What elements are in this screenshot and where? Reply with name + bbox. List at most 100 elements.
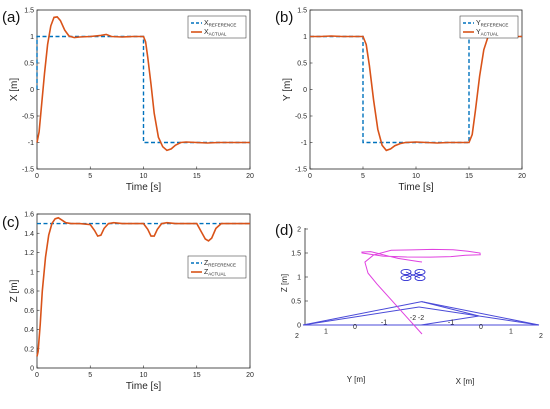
legend: XREFERENCE XACTUAL [187,15,247,39]
legend-main: Y [476,29,481,36]
quadrotor-icon [400,268,426,282]
series-line-actual [36,16,250,152]
y-tick-label: 2 [295,333,299,340]
z-tick-label: 0.5 [291,299,301,306]
series-line-reference [36,35,250,144]
y-tick-label: -1 [28,140,34,147]
z-ticks: 0 0.5 1 1.5 2 [291,227,308,330]
x-ticks: 0 5 10 15 20 [35,166,254,180]
y-ticks: -2 -1 0 1 2 [295,315,416,340]
series-line-actual [310,31,522,152]
x-axis-label: X [m] [456,377,475,386]
series-line-reference [310,35,522,144]
x-tick-label: 1 [509,329,513,336]
legend-box [459,15,519,39]
legend-sub: ACTUAL [209,32,227,37]
x-tick-label: 5 [88,173,92,180]
y-tick-label: 0 [303,87,307,94]
x-tick-label: 15 [193,372,201,379]
y-tick-label: -0.5 [22,114,34,121]
legend-box [187,15,247,39]
frame-edge [420,315,480,326]
z-tick-label: 1 [297,275,301,282]
x-tick-label: 5 [361,173,365,180]
x-axis-label: Time [s] [126,381,161,392]
x-tick-label: 0 [479,324,483,331]
y-tick-label: 1 [324,329,328,336]
y-tick-label: 1.5 [24,8,34,15]
rotor [414,268,426,276]
y-tick-label: 1 [303,34,307,41]
panel-c: (c) 0 0.2 0.4 0.6 0.8 1 1.2 1.4 1.6 0 5 10 15 20 Z [… [2,212,254,393]
y-tick-label: 0.8 [24,289,34,296]
x-ticks: 0 5 10 15 20 [308,166,526,180]
x-tick-label: 15 [465,173,473,180]
x-tick-label: 20 [518,173,526,180]
z-axis-label: Z [m] [280,274,289,292]
trajectory-path [361,248,481,335]
frame-edge [302,301,422,326]
legend-sub: ACTUAL [481,32,499,37]
y-tick-label: 0 [30,87,34,94]
x-tick-label: -1 [448,320,454,327]
quadrotor-frame [302,301,540,326]
x-ticks: -2 -1 0 1 2 [418,315,543,340]
z-tick-label: 1.5 [291,251,301,258]
x-tick-label: 15 [193,173,201,180]
legend-main: Y [476,20,481,27]
panel-b: (b) -1.5 -1 -0.5 0 0.5 1 1.5 0 5 10 15 20 Y [m] Ti… [275,8,526,194]
y-tick-label: 0 [353,324,357,331]
y-tick-label: 0.5 [297,61,307,68]
x-axis-label: Time [s] [398,182,433,193]
legend-label-actual: XACTUAL [204,29,227,37]
y-tick-label: 0 [30,366,34,373]
panel-label-b: (b) [275,9,293,26]
y-tick-label: 1 [30,34,34,41]
y-tick-label: 1.2 [24,250,34,257]
x-tick-label: 10 [140,372,148,379]
y-axis-label: X [m] [9,78,20,102]
legend-sub: REFERENCE [481,23,509,28]
legend-box [187,255,247,279]
x-tick-label: 20 [246,372,254,379]
y-ticks: 0 0.2 0.4 0.6 0.8 1 1.2 1.4 1.6 [24,212,40,373]
legend-label-reference: ZREFERENCE [204,260,236,268]
x-tick-label: 5 [88,372,92,379]
y-axis-label: Y [m] [282,78,293,101]
y-axis-label: Y [m] [347,375,366,384]
y-tick-label: -0.5 [295,114,307,121]
legend-label-actual: YACTUAL [476,29,499,37]
y-tick-label: 1.4 [24,231,34,238]
y-tick-label: -1 [301,140,307,147]
x-tick-label: 0 [308,173,312,180]
plot-frame [36,213,251,369]
x-tick-label: 2 [539,333,543,340]
y-tick-label: 0.4 [24,327,34,334]
y-tick-label: -1.5 [22,167,34,174]
frame-edge [421,301,540,326]
x-tick-label: -2 [418,315,424,322]
panel-label-a: (a) [2,9,20,26]
legend-label-reference: XREFERENCE [204,20,236,28]
panel-label-c: (c) [2,214,20,231]
y-tick-label: -1 [381,320,387,327]
legend-label-reference: YREFERENCE [476,20,508,28]
legend: YREFERENCE YACTUAL [459,15,519,39]
legend-sub: REFERENCE [209,23,237,28]
y-tick-label: -2 [410,315,416,322]
z-tick-label: 2 [297,227,301,234]
legend-sub: REFERENCE [208,263,236,268]
rotor [414,274,426,282]
x-tick-label: 0 [35,372,39,379]
x-ticks: 0 5 10 15 20 [35,365,254,379]
legend-main: X [204,20,209,27]
x-tick-label: 10 [412,173,420,180]
y-axis-label: Z [m] [9,279,20,302]
legend-label-actual: ZACTUAL [204,269,227,277]
legend-main: Z [204,260,209,267]
y-tick-label: 1 [30,269,34,276]
legend-main: X [204,29,209,36]
y-tick-label: 1.6 [24,212,34,219]
y-tick-label: 0.6 [24,308,34,315]
